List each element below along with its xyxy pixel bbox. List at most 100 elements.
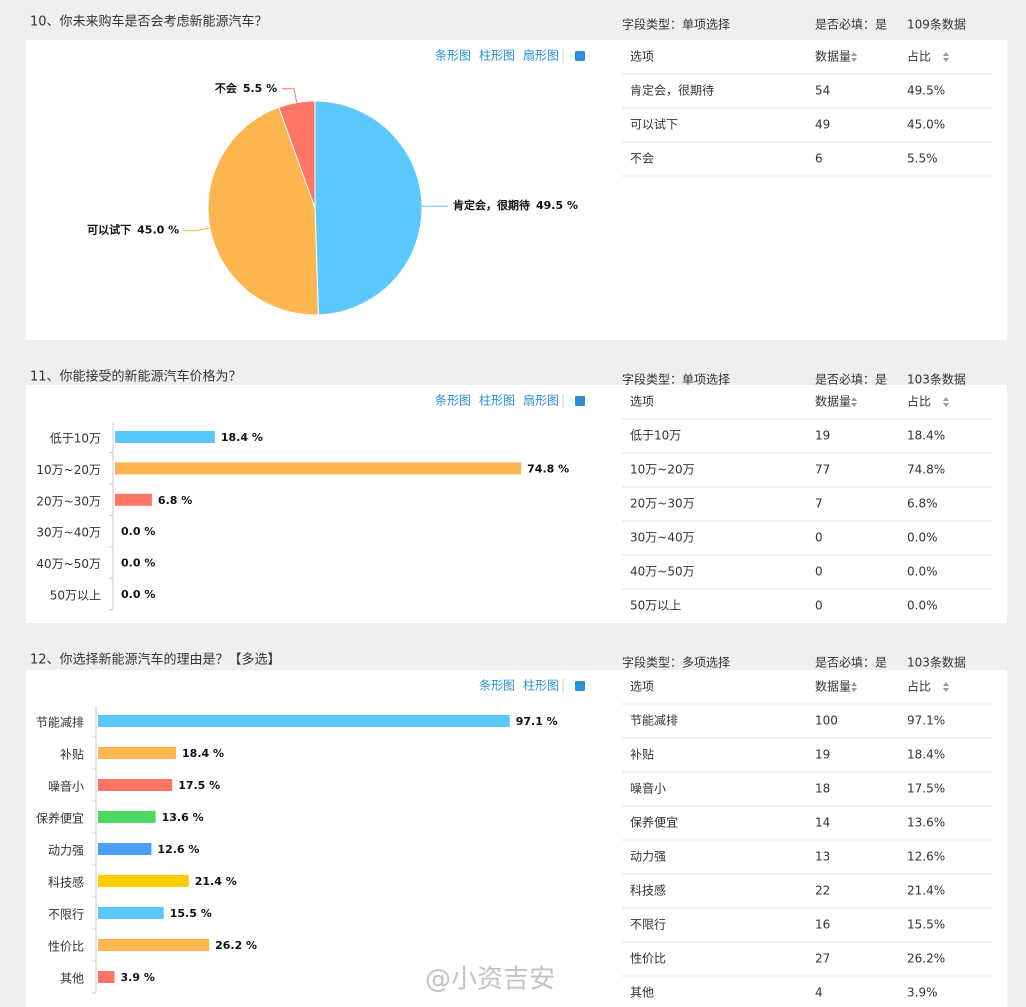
table-cell: 40万~50万 — [630, 565, 695, 579]
value-label: 15.5 % — [170, 907, 212, 920]
category-label: 其他 — [60, 972, 84, 986]
save-icon[interactable] — [575, 51, 585, 61]
value-label: 26.2 % — [215, 939, 257, 952]
pie-label: 不会 5.5 % — [215, 81, 277, 95]
category-label: 低于10万 — [50, 432, 101, 446]
sort-icon[interactable] — [943, 52, 949, 62]
table-cell: 49.5% — [907, 84, 945, 98]
category-label: 补贴 — [60, 748, 84, 762]
field-type: 字段类型：单项选择 — [622, 17, 730, 32]
table-cell: 49 — [815, 118, 830, 132]
view-button[interactable]: 柱形图 — [523, 678, 559, 693]
table-cell: 15.5% — [907, 918, 945, 932]
pie-slice — [314, 100, 423, 316]
table-cell: 0 — [815, 565, 823, 579]
view-button[interactable]: 条形图 — [435, 49, 471, 63]
category-label: 保养便宜 — [36, 811, 84, 826]
value-label: 3.9 % — [121, 971, 155, 984]
table-cell: 26.2% — [907, 952, 945, 966]
table-cell: 可以试下 — [630, 117, 678, 132]
leader-line — [184, 227, 210, 232]
panel — [26, 385, 1007, 623]
table-cell: 18.4% — [907, 748, 945, 762]
table-cell: 0.0% — [907, 599, 938, 613]
view-button[interactable]: 扇形图 — [523, 48, 559, 63]
category-label: 噪音小 — [48, 779, 84, 794]
table-cell: 不会 — [630, 152, 654, 166]
bar — [98, 939, 210, 951]
table-cell: 6.8% — [907, 497, 938, 511]
view-button[interactable]: 条形图 — [479, 679, 515, 693]
value-label: 12.6 % — [157, 843, 199, 856]
question-title: 10、你未来购车是否会考虑新能源汽车？ — [30, 14, 268, 30]
value-label: 0.0 % — [121, 588, 155, 601]
value-label: 18.4 % — [221, 431, 263, 444]
category-label: 10万~20万 — [36, 463, 101, 477]
save-icon[interactable] — [575, 681, 585, 691]
table-header: 选项 — [630, 50, 654, 64]
category-label: 不限行 — [48, 908, 84, 922]
bar — [98, 779, 173, 791]
bar — [98, 715, 510, 727]
table-cell: 噪音小 — [630, 781, 666, 796]
table-header: 数据量 — [815, 394, 851, 409]
view-button[interactable]: 柱形图 — [479, 393, 515, 408]
bar — [115, 431, 215, 443]
pie-slice — [207, 106, 319, 316]
bar — [98, 747, 177, 759]
field-type: 字段类型：单项选择 — [622, 372, 730, 387]
bar — [115, 462, 522, 475]
bar — [98, 971, 115, 983]
table-header: 占比 — [907, 679, 931, 694]
value-label: 97.1 % — [516, 715, 558, 728]
category-label: 50万以上 — [50, 589, 101, 603]
required: 是否必填：是 — [815, 18, 887, 32]
table-cell: 动力强 — [630, 850, 666, 864]
category-label: 30万~40万 — [36, 526, 101, 540]
sort-icon[interactable] — [851, 52, 857, 62]
value-label: 0.0 % — [121, 557, 155, 570]
table-cell: 5.5% — [907, 152, 938, 166]
view-button[interactable]: 条形图 — [435, 394, 471, 408]
sort-icon[interactable] — [851, 682, 857, 692]
table-cell: 0.0% — [907, 565, 938, 579]
table-cell: 低于10万 — [630, 429, 681, 443]
pie-category: 肯定会，很期待 — [453, 198, 530, 212]
table-cell: 不限行 — [630, 918, 666, 932]
table-cell: 4 — [815, 986, 823, 1000]
sort-icon[interactable] — [943, 682, 949, 692]
table-cell: 74.8% — [907, 463, 945, 477]
table-cell: 77 — [815, 463, 830, 477]
table-cell: 18 — [815, 782, 830, 796]
sort-icon[interactable] — [943, 397, 949, 407]
view-button[interactable]: 柱形图 — [479, 48, 515, 63]
table-header: 占比 — [907, 394, 931, 409]
table-cell: 50万以上 — [630, 599, 681, 613]
table-header: 数据量 — [815, 679, 851, 694]
category-label: 20万~30万 — [36, 494, 101, 508]
table-cell: 性价比 — [630, 952, 666, 966]
pie-slice — [278, 100, 316, 209]
value-label: 21.4 % — [195, 875, 237, 888]
table-cell: 20万~30万 — [630, 497, 695, 511]
panel — [26, 40, 1007, 340]
table-cell: 6 — [815, 152, 823, 166]
pie-value-label: 5.5 % — [243, 82, 277, 95]
data-count: 103条数据 — [907, 655, 966, 670]
sort-icon[interactable] — [851, 397, 857, 407]
save-icon[interactable] — [575, 396, 585, 406]
category-label: 性价比 — [48, 940, 84, 954]
pie-value-label: 49.5 % — [536, 199, 578, 212]
view-button[interactable]: 扇形图 — [523, 393, 559, 408]
value-label: 74.8 % — [527, 462, 569, 475]
pie-category: 不会 — [215, 81, 238, 95]
table-cell: 0.0% — [907, 531, 938, 545]
value-label: 13.6 % — [162, 811, 204, 824]
category-label: 节能减排 — [36, 716, 84, 730]
table-cell: 3.9% — [907, 986, 938, 1000]
category-label: 40万~50万 — [36, 557, 101, 571]
table-cell: 节能减排 — [630, 714, 678, 728]
table-cell: 45.0% — [907, 118, 945, 132]
question-title: 12、你选择新能源汽车的理由是？【多选】 — [30, 652, 281, 668]
table-cell: 7 — [815, 497, 823, 511]
